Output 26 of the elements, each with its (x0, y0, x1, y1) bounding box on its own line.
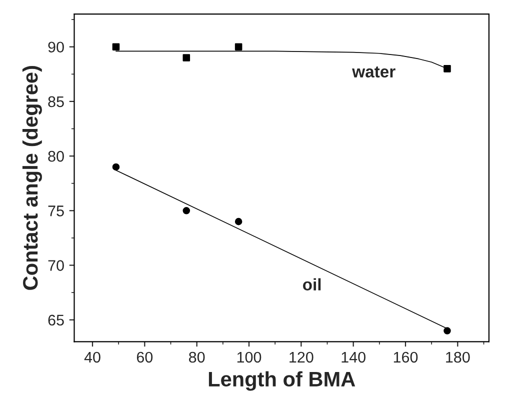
y-tick-label: 85 (48, 96, 64, 108)
x-tick-label: 60 (136, 352, 153, 363)
y-tick-label: 90 (48, 42, 64, 53)
y-tick-label: 75 (48, 206, 64, 216)
point (182, 54, 190, 62)
x-tick-label: 160 (394, 352, 418, 363)
point (182, 207, 190, 214)
y-axis-title: Contact angle (degree) (22, 66, 42, 290)
annotation: oil (302, 278, 321, 290)
point (444, 327, 451, 334)
y-tick-label: 70 (48, 260, 64, 271)
point (234, 218, 242, 226)
point (112, 43, 120, 50)
x-tick-label: 40 (84, 352, 100, 363)
x-tick-label: 100 (237, 352, 262, 363)
x-tick-label: 140 (342, 352, 366, 363)
x-tick-label: 120 (290, 352, 314, 363)
x-tick-label: 80 (189, 352, 205, 363)
x-axis-title: Length of BMA (208, 371, 356, 391)
y-tick-label: 65 (48, 314, 64, 326)
x-tick-label: 180 (446, 352, 470, 363)
point (444, 65, 451, 72)
annotation: water (352, 66, 396, 78)
y-tick-label: 80 (48, 150, 64, 162)
point (234, 43, 242, 50)
point (112, 163, 120, 171)
